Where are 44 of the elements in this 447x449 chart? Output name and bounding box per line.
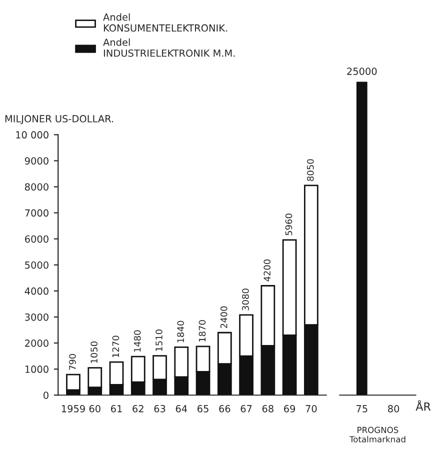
y-tick-label: 4000 (24, 287, 48, 295)
y-tick-label: 9000 (24, 157, 48, 165)
y-tick-label: 2000 (25, 340, 48, 347)
total-label: 1840 (177, 320, 184, 342)
y-axis-title: MILJONER US-DOLLAR. (5, 115, 114, 124)
x-tick-label: 65 (198, 405, 208, 412)
x-tick-label: 69 (284, 405, 296, 412)
total-label: 1270 (112, 336, 120, 358)
total-label: 2400 (220, 306, 228, 328)
total-label: 5960 (285, 214, 292, 236)
y-tick-label: 7000 (25, 209, 48, 217)
bar (66, 374, 80, 391)
x-tick-label: 63 (154, 405, 166, 412)
y-tick-label: 0 (44, 392, 48, 399)
total-label: 8050 (306, 159, 314, 181)
y-tick-label: 3000 (25, 313, 48, 321)
x-tick-label: 1959 (62, 405, 85, 412)
total-label: 1510 (156, 330, 162, 351)
x-tick-label: 68 (262, 405, 274, 412)
y-tick-label: 5000 (25, 261, 48, 269)
y-tick-label: 8000 (25, 183, 48, 191)
x-tick-label: 80 (388, 405, 400, 412)
x-tick-label: 70 (306, 405, 317, 412)
x-axis-title: ÅR (416, 400, 431, 411)
y-tick-label: 6000 (25, 235, 48, 243)
total-label: 790 (69, 354, 76, 370)
x-tick-label: 66 (219, 405, 230, 412)
total-label: 1870 (198, 320, 206, 342)
y-tick-label: 10 000 (16, 131, 48, 139)
data-label: 25000 (347, 68, 377, 75)
total-label: 4200 (264, 259, 271, 282)
total-label: 1480 (134, 330, 141, 352)
total-label: 3080 (242, 288, 249, 310)
x-tick-label: 75 (356, 405, 368, 412)
legend-label: Andel INDUSTRIELEKTRONIK M.M. (103, 38, 235, 57)
total-label: 1050 (90, 341, 98, 363)
x-tick-label: 64 (176, 405, 188, 412)
y-tick-label: 1000 (25, 366, 48, 373)
x-tick-label: 60 (89, 405, 100, 412)
x-tick-label: 62 (132, 405, 144, 412)
legend-label: Andel KONSUMENTELEKTRONIK. (103, 13, 228, 32)
x-tick-label: 67 (240, 405, 252, 412)
x-tick-label: 61 (111, 405, 122, 412)
text: PROGNOS Totalmarknad (349, 426, 406, 442)
